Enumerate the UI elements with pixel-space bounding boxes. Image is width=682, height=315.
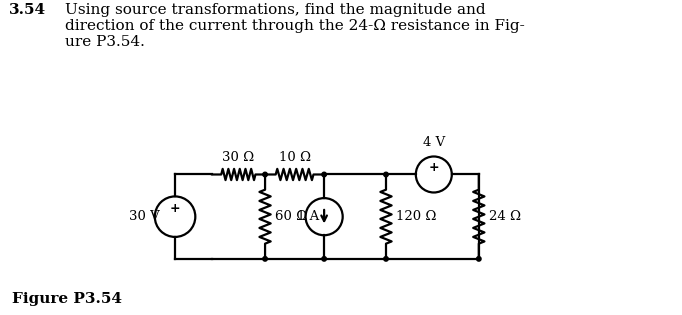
Text: Figure P3.54: Figure P3.54 bbox=[12, 292, 122, 306]
Circle shape bbox=[322, 172, 327, 177]
Circle shape bbox=[384, 257, 388, 261]
Circle shape bbox=[322, 257, 327, 261]
Circle shape bbox=[263, 172, 267, 177]
Circle shape bbox=[384, 172, 388, 177]
Text: 4 V: 4 V bbox=[423, 136, 445, 149]
Circle shape bbox=[477, 257, 481, 261]
Text: 30 Ω: 30 Ω bbox=[222, 151, 254, 164]
Text: 10 Ω: 10 Ω bbox=[278, 151, 310, 164]
Text: +: + bbox=[428, 161, 439, 174]
Text: +: + bbox=[170, 203, 180, 215]
Text: Using source transformations, find the magnitude and
direction of the current th: Using source transformations, find the m… bbox=[65, 3, 524, 49]
Text: 120 Ω: 120 Ω bbox=[396, 210, 436, 223]
Text: 3.54: 3.54 bbox=[9, 3, 46, 17]
Text: 24 Ω: 24 Ω bbox=[489, 210, 521, 223]
Text: 60 Ω: 60 Ω bbox=[276, 210, 308, 223]
Text: 1 A: 1 A bbox=[297, 210, 320, 223]
Circle shape bbox=[263, 257, 267, 261]
Text: 30 V: 30 V bbox=[129, 210, 160, 223]
